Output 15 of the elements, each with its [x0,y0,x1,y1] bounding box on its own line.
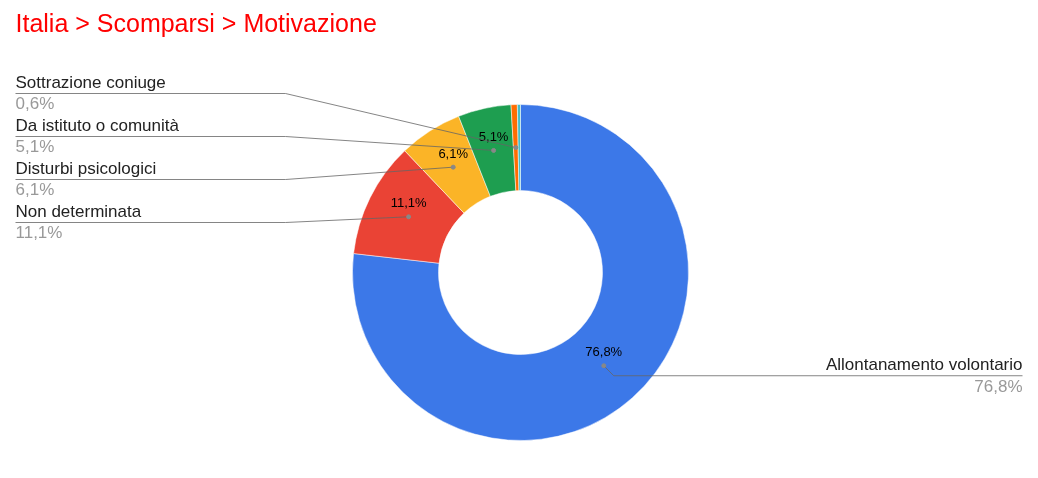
slice-label: Sottrazione coniuge [15,73,166,92]
data-label: 0,6% [15,94,55,113]
text: 6,1% [15,180,55,199]
data-label: 5,1% [478,128,509,144]
data-label: 76,8% [585,344,623,360]
text: 76,8% [974,377,1023,397]
slice-label: Allontanamento volontario [825,355,1023,375]
data-label: 11,1% [390,195,427,211]
chart-title: Italia > Scomparsi > Motivazione [15,8,377,37]
slice-label: Non determinata [15,202,142,221]
slice-label: Disturbi psicologici [15,159,157,178]
slice-label: Da istituto o comunità [15,116,180,135]
text: 5,1% [15,137,55,156]
data-label: 6,1% [438,145,469,161]
text: 11,1% [15,223,63,242]
